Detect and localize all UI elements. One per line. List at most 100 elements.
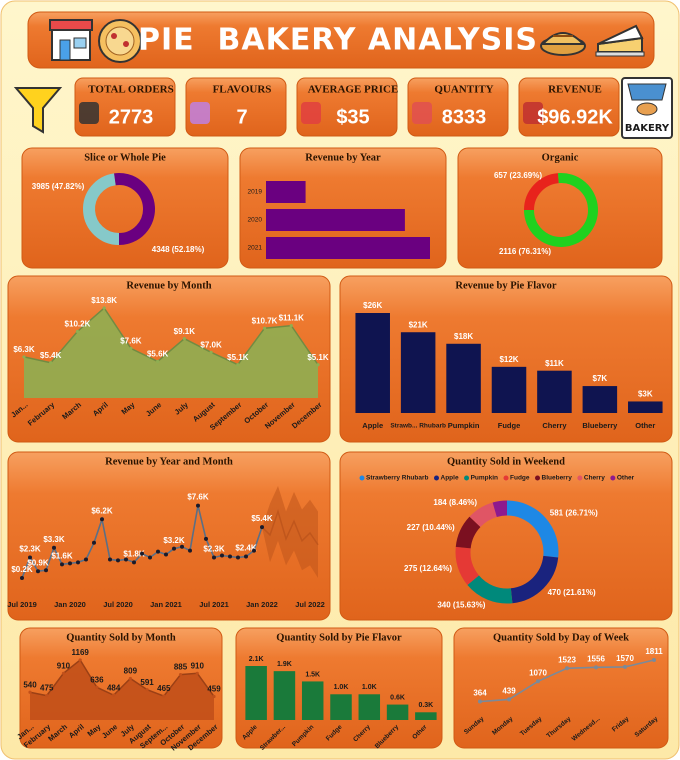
data-label: 1811	[645, 647, 663, 656]
donut-segment	[492, 500, 508, 518]
data-label: 1523	[558, 655, 576, 664]
data-label: $5.4K	[40, 351, 62, 360]
data-label: 0.3K	[418, 702, 433, 709]
bar	[330, 694, 352, 720]
data-label: $5.1K	[227, 353, 249, 362]
data-label: 227 (10.44%)	[407, 523, 455, 532]
bar	[273, 671, 296, 720]
x-tick-label: Jan 2021	[150, 600, 182, 609]
point	[289, 324, 293, 328]
point	[228, 554, 232, 559]
point	[129, 346, 133, 351]
donut-segment	[467, 575, 513, 604]
point	[108, 557, 112, 562]
point	[145, 688, 149, 692]
point	[148, 555, 152, 560]
chart-title: Revenue by Month	[126, 280, 211, 291]
point	[100, 517, 104, 522]
data-label: 1.0K	[334, 684, 349, 691]
point	[188, 548, 192, 553]
kpi-label: REVENUE	[548, 84, 602, 96]
point	[68, 561, 72, 566]
point	[128, 676, 132, 681]
funnel-icon	[13, 87, 63, 134]
data-label: 540	[23, 680, 37, 689]
point	[162, 694, 166, 698]
data-label: 1.0K	[362, 684, 377, 691]
point	[478, 699, 482, 704]
point	[84, 557, 88, 562]
data-label: 657 (23.69%)	[494, 171, 542, 180]
data-label: 0.6K	[390, 694, 405, 701]
legend-label: Blueberry	[542, 475, 573, 482]
bakery-sign: BAKERY	[621, 77, 673, 139]
point	[180, 544, 184, 549]
point	[75, 329, 80, 334]
data-label: 581 (26.71%)	[550, 509, 598, 518]
kpi-card	[518, 77, 620, 137]
point	[260, 525, 264, 530]
legend-swatch	[434, 475, 439, 481]
data-label: 364	[473, 689, 487, 698]
point	[112, 693, 116, 697]
data-label: 470 (21.61%)	[548, 588, 596, 597]
data-label: 275 (12.64%)	[404, 564, 452, 573]
chart-title: Quantity Sold in Weekend	[447, 456, 565, 467]
x-tick-label: Blueberry	[582, 421, 618, 430]
point	[236, 555, 240, 560]
legend-swatch	[577, 475, 583, 481]
data-label: 1.5K	[305, 671, 320, 678]
panel	[7, 451, 331, 621]
legend-label: Fudge	[510, 475, 530, 482]
data-label: $2.3K	[203, 545, 225, 554]
data-label: 340 (15.63%)	[437, 600, 485, 609]
point	[196, 503, 200, 508]
x-tick-label: Other	[635, 421, 655, 430]
dashboard-title: PIE BAKERY ANALYSIS	[138, 23, 538, 58]
donut-segment	[83, 173, 120, 245]
kpi-value: 8333	[442, 106, 487, 128]
point	[507, 697, 511, 702]
kpi-card	[74, 77, 176, 137]
legend-label: Other	[617, 475, 635, 482]
point	[60, 562, 64, 567]
x-tick-label: Pumpkin	[448, 421, 480, 430]
point	[565, 666, 569, 671]
x-tick-label: Jul 2020	[103, 600, 133, 609]
point	[124, 557, 128, 562]
kpi-icon	[523, 102, 543, 124]
data-label: $1.6K	[51, 551, 73, 560]
shop-icon	[49, 19, 93, 61]
chart-title: Slice or Whole Pie	[84, 152, 166, 163]
data-label: 910	[57, 661, 71, 670]
chart-title: Revenue by Pie Flavor	[455, 280, 557, 291]
point	[92, 540, 96, 545]
kpi-label: FLAVOURS	[213, 84, 272, 96]
point	[44, 568, 48, 573]
legend-swatch	[359, 475, 365, 481]
legend-swatch	[535, 475, 541, 481]
data-label: 1556	[587, 654, 605, 663]
point	[28, 690, 32, 694]
kpi-value: $96.92K	[537, 106, 613, 128]
data-label: $2.3K	[19, 545, 41, 554]
cake-slice-icon	[595, 24, 645, 57]
point	[76, 560, 80, 565]
data-label: 591	[140, 678, 154, 687]
bakery-label: BAKERY	[625, 123, 670, 134]
donut-segment	[114, 173, 155, 245]
data-label: 459	[207, 685, 221, 694]
x-tick-label: Apple	[362, 421, 383, 430]
kpi-value: $35	[336, 106, 369, 128]
data-label: $11K	[545, 359, 564, 368]
chart-title: Organic	[542, 152, 579, 163]
data-label: 1070	[529, 668, 547, 677]
donut-segment	[455, 546, 480, 585]
point	[178, 672, 183, 677]
point	[220, 553, 224, 558]
kpi-label: AVERAGE PRICE	[308, 84, 399, 96]
legend-label: Cherry	[584, 475, 605, 482]
point	[209, 350, 213, 354]
panel	[457, 147, 663, 269]
point	[594, 665, 598, 670]
